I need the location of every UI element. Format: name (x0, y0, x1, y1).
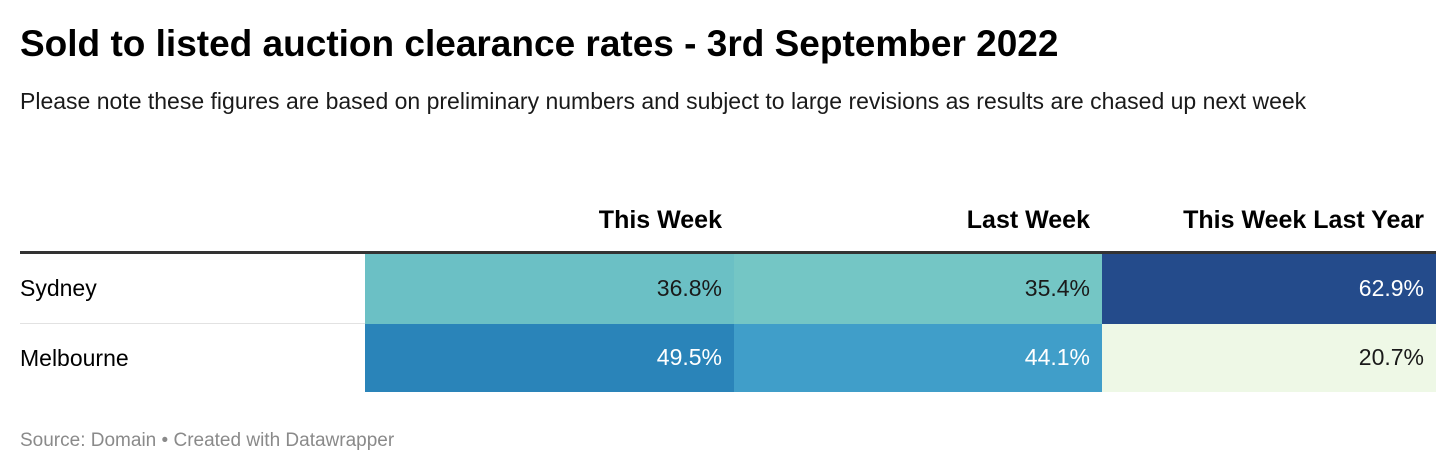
table-header-row: This Week Last Week This Week Last Year (20, 189, 1436, 254)
chart-subtitle: Please note these figures are based on p… (20, 88, 1307, 114)
cell-sydney-last-week: 35.4% (734, 252, 1102, 324)
cell-melbourne-this-week-last-year: 20.7% (1102, 323, 1436, 392)
footer-separator: • (161, 430, 169, 451)
column-header-label (20, 189, 365, 254)
cell-melbourne-last-week: 44.1% (734, 323, 1102, 392)
chart-footer: Source: Domain • Created with Datawrappe… (20, 430, 394, 452)
column-header-this-week-last-year: This Week Last Year (1102, 189, 1436, 254)
cell-sydney-this-week-last-year: 62.9% (1102, 252, 1436, 324)
clearance-table: This Week Last Week This Week Last Year … (20, 189, 1436, 392)
source-label: Source: (20, 430, 86, 451)
table-row-sydney: Sydney 36.8% 35.4% 62.9% (20, 252, 1436, 324)
credit-text: Created with Datawrapper (173, 430, 395, 451)
cell-melbourne-this-week: 49.5% (365, 323, 734, 392)
source-name: Domain (90, 430, 157, 451)
cell-sydney-this-week: 36.8% (365, 252, 734, 324)
row-label-sydney: Sydney (20, 275, 97, 301)
chart-title: Sold to listed auction clearance rates -… (20, 23, 1059, 64)
column-header-last-week: Last Week (734, 189, 1102, 254)
row-label-melbourne: Melbourne (20, 323, 365, 392)
table-row-melbourne: Melbourne 49.5% 44.1% 20.7% (20, 323, 1436, 392)
column-header-this-week: This Week (365, 189, 734, 254)
